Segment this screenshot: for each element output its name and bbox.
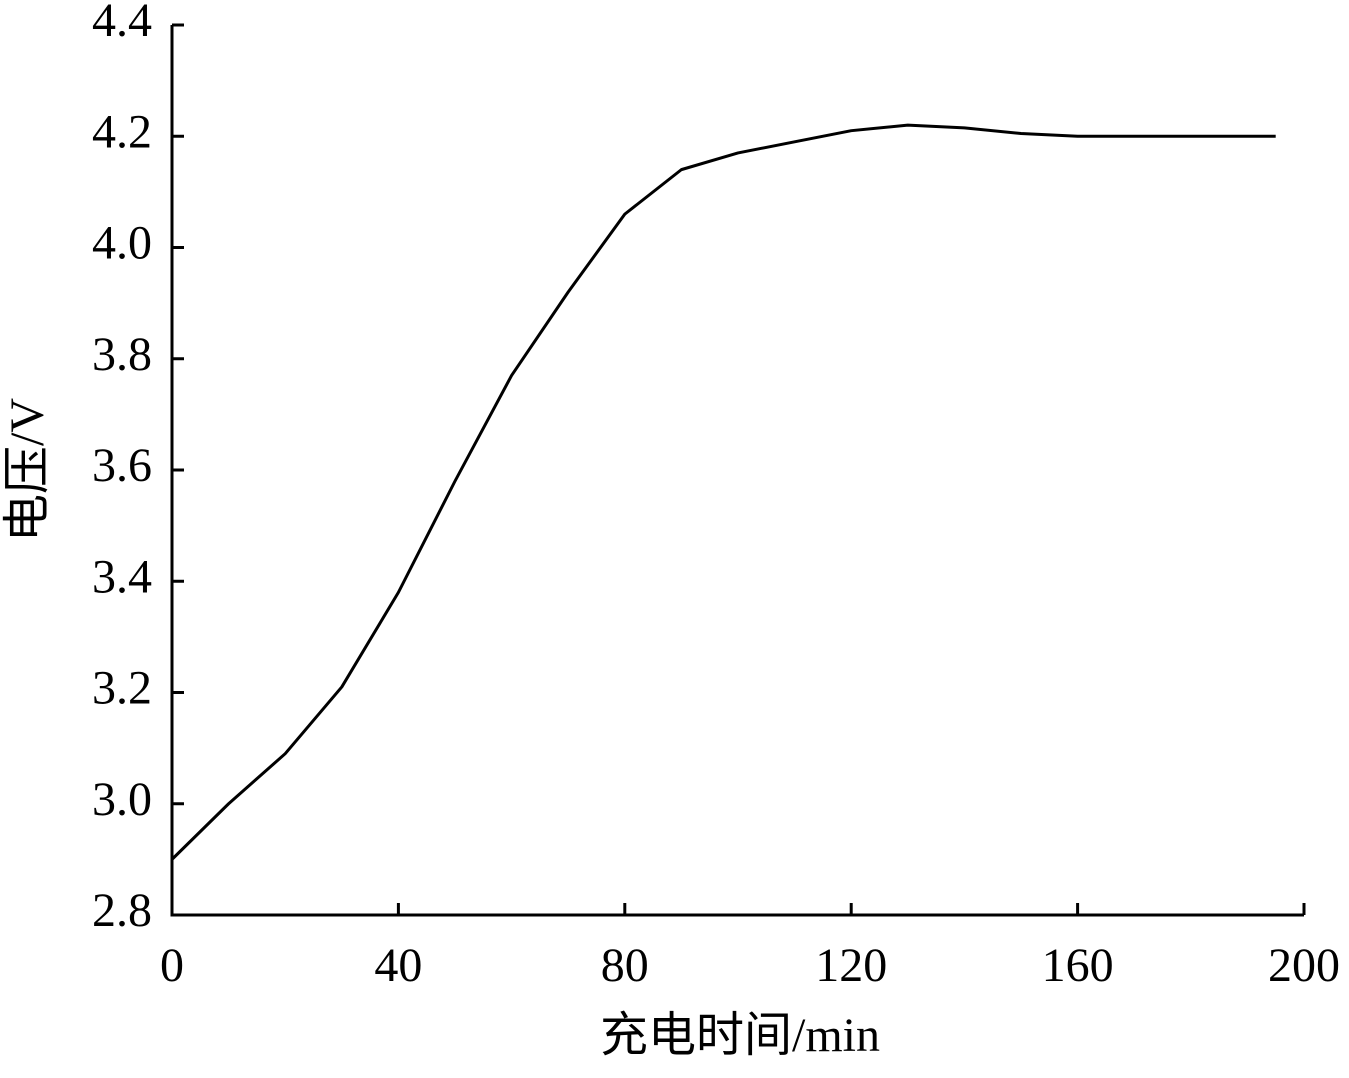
line [170,123,1276,861]
y-tick-label: 4.2 [92,105,152,158]
y-tick-label: 3.8 [92,328,152,381]
y-tick-label: 3.4 [92,550,152,603]
y-tick-label: 2.8 [92,884,152,937]
x-tick-label: 0 [160,939,184,992]
x-tick-label: 80 [601,939,649,992]
x-tick-label: 160 [1042,939,1114,992]
x-tick-label: 120 [815,939,887,992]
y-tick-label: 4.4 [92,0,152,47]
y-tick-label: 4.0 [92,217,152,270]
y-tick-label: 3.6 [92,439,152,492]
y-axis-label: 电压/V [1,398,54,542]
x-axis-label: 充电时间/min [600,1009,880,1062]
x-tick-label: 40 [374,939,422,992]
x-tick-label: 200 [1268,939,1340,992]
y-tick-label: 3.2 [92,662,152,715]
y-tick-label: 3.0 [92,773,152,826]
